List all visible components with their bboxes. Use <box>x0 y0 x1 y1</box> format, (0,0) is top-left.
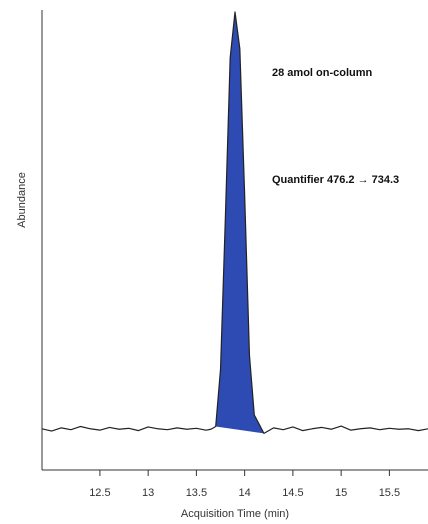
x-tick-label: 13 <box>142 487 154 499</box>
y-axis-label: Abundance <box>16 172 28 228</box>
x-tick-label: 14 <box>239 487 251 499</box>
x-tick-label: 12.5 <box>89 487 110 499</box>
x-axis-label: Acquisition Time (min) <box>181 508 289 520</box>
peak-area <box>215 12 264 434</box>
x-tick-label: 15 <box>335 487 347 499</box>
trace-line <box>41 11 428 434</box>
x-tick-label: 13.5 <box>186 487 207 499</box>
x-tick-label: 14.5 <box>282 487 303 499</box>
annotation: 28 amol on-column <box>272 67 373 79</box>
annotation: Quantifier 476.2 → 734.3 <box>272 174 399 186</box>
x-tick-label: 15.5 <box>379 487 400 499</box>
